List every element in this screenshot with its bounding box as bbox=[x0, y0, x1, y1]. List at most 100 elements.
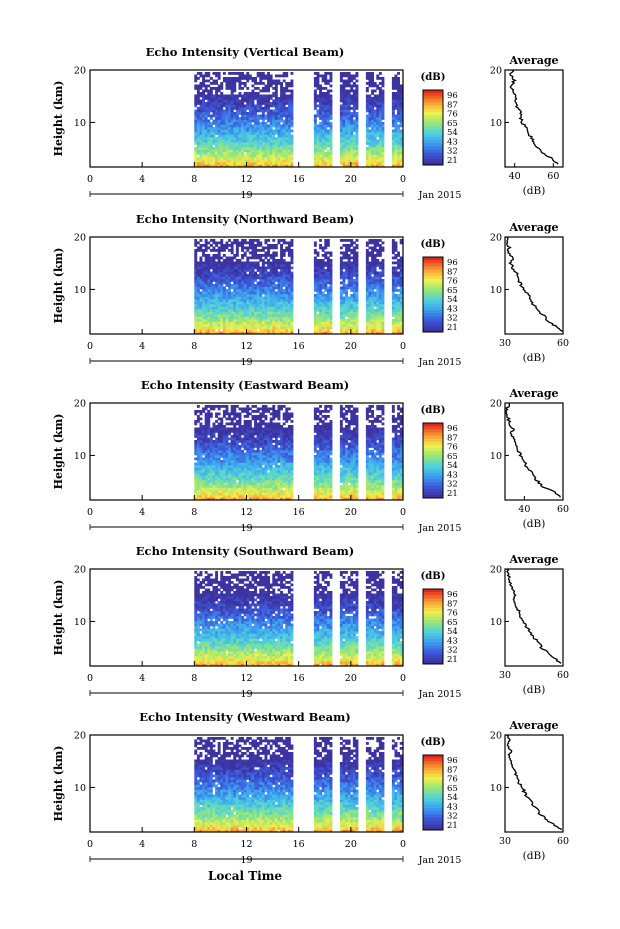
heatmap-cell bbox=[290, 72, 294, 75]
heatmap-cell bbox=[272, 142, 276, 145]
heatmap-cell bbox=[243, 159, 247, 163]
heatmap-cell bbox=[339, 72, 343, 75]
heatmap-cell bbox=[248, 239, 252, 242]
heatmap-cell bbox=[277, 102, 281, 105]
heatmap-cell bbox=[215, 94, 218, 98]
heatmap-cell bbox=[228, 294, 231, 297]
heatmap-cell bbox=[373, 271, 377, 275]
heatmap-cell bbox=[376, 112, 380, 115]
heatmap-cell bbox=[316, 159, 320, 163]
heatmap-cell bbox=[290, 241, 294, 245]
heatmap-cell bbox=[212, 279, 216, 282]
heatmap-cell bbox=[194, 314, 198, 317]
heatmap-cell bbox=[254, 311, 257, 315]
heatmap-cell bbox=[194, 94, 198, 98]
heatmap-cell bbox=[342, 251, 346, 255]
heatmap-cell bbox=[204, 127, 208, 130]
heatmap-cell bbox=[381, 299, 385, 302]
heatmap-cell bbox=[339, 129, 343, 133]
heatmap-cell bbox=[399, 279, 403, 282]
heatmap-cell bbox=[254, 261, 257, 265]
heatmap-cell bbox=[269, 137, 273, 140]
heatmap-cell bbox=[267, 294, 270, 297]
heatmap-cell bbox=[251, 251, 255, 255]
heatmap-cell bbox=[285, 162, 289, 165]
heatmap-cell bbox=[243, 122, 247, 125]
heatmap-cell bbox=[212, 107, 216, 110]
heatmap-cell bbox=[222, 492, 226, 496]
heatmap-cell bbox=[342, 119, 346, 123]
heatmap-cell bbox=[319, 239, 322, 242]
heatmap-cell bbox=[394, 82, 398, 85]
heatmap-cell bbox=[243, 274, 247, 277]
heatmap-cell bbox=[345, 147, 348, 150]
heatmap-cell bbox=[228, 239, 231, 242]
heatmap-cell bbox=[204, 321, 208, 325]
colorbar-tick-label: 32 bbox=[447, 314, 458, 324]
heatmap-cell bbox=[217, 119, 221, 123]
heatmap-cell bbox=[272, 294, 276, 297]
heatmap-cell bbox=[274, 246, 278, 250]
heatmap-cell bbox=[235, 122, 239, 125]
heatmap-cell bbox=[264, 87, 268, 90]
heatmap-cell bbox=[371, 485, 374, 488]
heatmap-cell bbox=[228, 87, 231, 90]
heatmap-cell bbox=[376, 480, 380, 483]
heatmap-cell bbox=[350, 114, 354, 118]
heatmap-cell bbox=[261, 329, 265, 332]
heatmap-cell bbox=[399, 324, 403, 327]
heatmap-cell bbox=[397, 79, 400, 83]
heatmap-cell bbox=[287, 279, 291, 282]
heatmap-cell bbox=[324, 107, 328, 110]
heatmap-cell bbox=[355, 159, 359, 163]
heatmap-cell bbox=[397, 127, 400, 130]
heatmap-cell bbox=[217, 72, 221, 75]
heatmap-cell bbox=[399, 256, 403, 260]
heatmap-cell bbox=[264, 127, 268, 130]
heatmap-cell bbox=[269, 279, 273, 282]
heatmap-cell bbox=[342, 316, 346, 320]
heatmap-cell bbox=[316, 152, 320, 155]
heatmap-cell bbox=[350, 477, 354, 481]
heatmap-cell bbox=[246, 97, 250, 100]
heatmap-cell bbox=[355, 114, 359, 118]
heatmap-cell bbox=[394, 134, 398, 138]
heatmap-cell bbox=[373, 326, 377, 330]
heatmap-cell bbox=[347, 279, 351, 282]
heatmap-cell bbox=[269, 284, 273, 287]
heatmap-cell bbox=[267, 144, 270, 148]
heatmap-cell bbox=[368, 94, 372, 98]
heatmap-cell bbox=[254, 139, 257, 143]
heatmap-cell bbox=[290, 154, 294, 158]
heatmap-cell bbox=[217, 107, 221, 110]
heatmap-cell bbox=[378, 291, 382, 295]
heatmap-cell bbox=[350, 107, 354, 110]
heatmap-cell bbox=[207, 306, 211, 310]
heatmap-cell bbox=[368, 487, 372, 491]
heatmap-cell bbox=[215, 119, 218, 123]
heatmap-cell bbox=[196, 475, 200, 478]
heatmap-cell bbox=[212, 324, 216, 327]
heatmap-cell bbox=[287, 159, 291, 163]
heatmap-cell bbox=[217, 331, 221, 335]
heatmap-cell bbox=[259, 142, 263, 145]
heatmap-cell bbox=[282, 74, 286, 78]
heatmap-cell bbox=[319, 152, 322, 155]
heatmap-cell bbox=[290, 266, 294, 270]
heatmap-cell bbox=[225, 82, 229, 85]
heatmap-cell bbox=[350, 74, 354, 78]
heatmap-cell bbox=[230, 299, 234, 302]
heatmap-cell bbox=[368, 109, 372, 113]
heatmap-cell bbox=[365, 487, 369, 491]
heatmap-cell bbox=[394, 246, 398, 250]
heatmap-cell bbox=[202, 294, 205, 297]
heatmap-cell bbox=[391, 477, 395, 481]
heatmap-cell bbox=[251, 304, 255, 307]
heatmap-cell bbox=[204, 266, 208, 270]
heatmap-cell bbox=[199, 485, 203, 488]
heatmap-cell bbox=[352, 301, 356, 305]
heatmap-cell bbox=[373, 239, 377, 242]
heatmap-cell bbox=[259, 157, 263, 160]
heatmap-cell bbox=[347, 104, 351, 108]
heatmap-cell bbox=[220, 261, 224, 265]
